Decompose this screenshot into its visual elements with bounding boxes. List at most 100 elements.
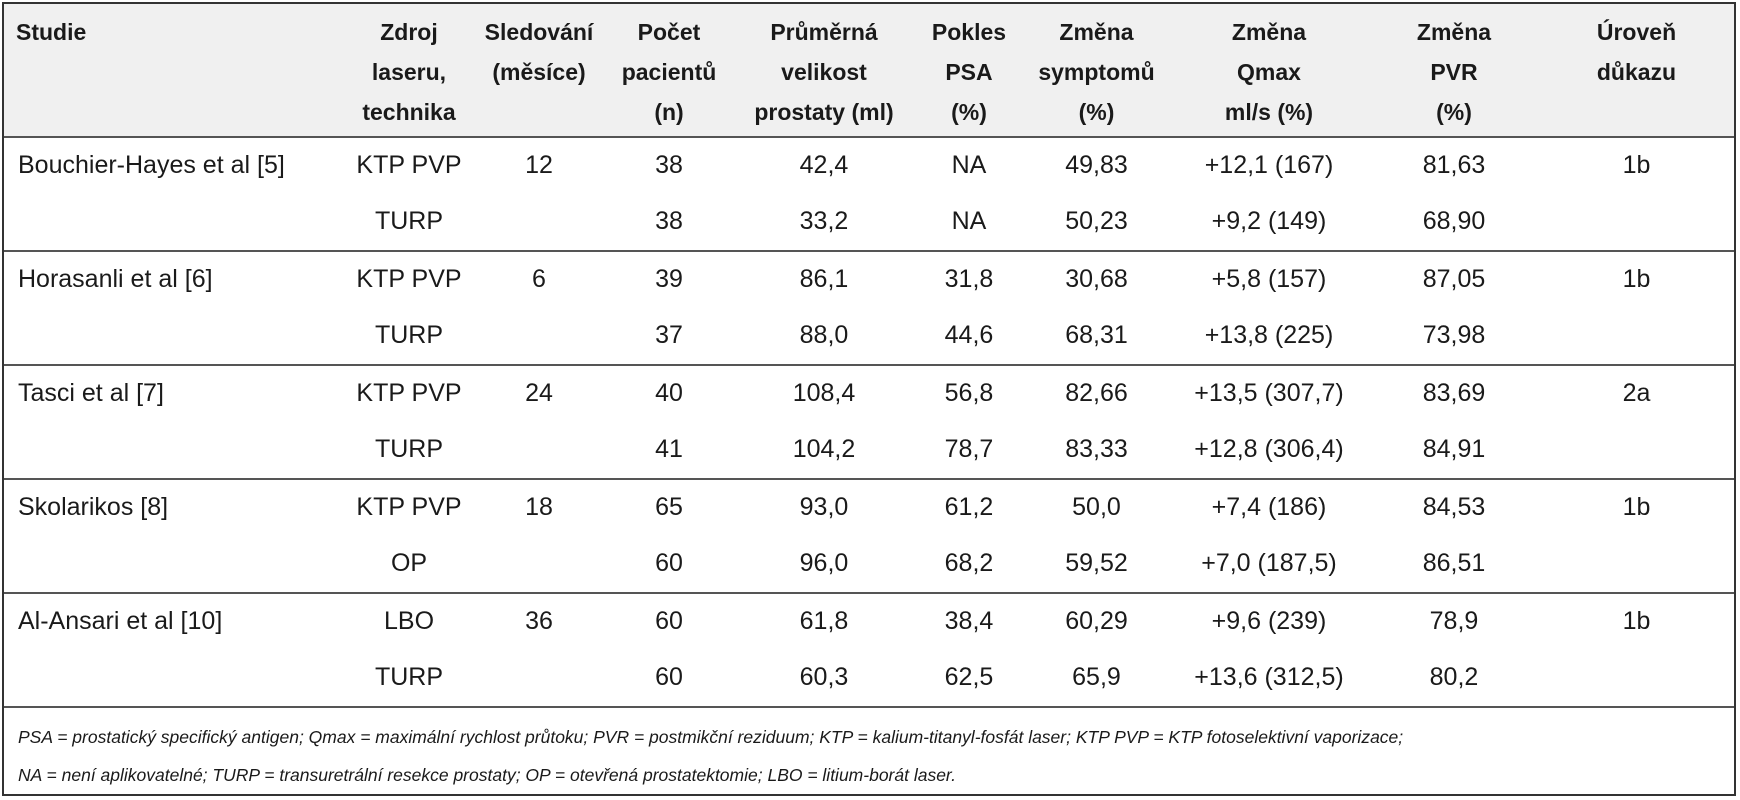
header-laser-technique-line: technika xyxy=(362,99,456,125)
cell-psa-drop: 44,6 xyxy=(914,308,1024,366)
cell-symptom-change: 49,83 xyxy=(1065,151,1128,180)
cell-followup: 18 xyxy=(525,493,553,522)
cell-prostate-size: 86,1 xyxy=(799,265,849,294)
cell-pvr-change: 86,51 xyxy=(1369,536,1539,594)
header-qmax-change-line: ml/s (%) xyxy=(1224,99,1314,125)
cell-symptom-change: 50,0 xyxy=(1072,493,1121,522)
cell-technique: TURP xyxy=(344,194,474,252)
cell-study: Al-Ansari et al [10] xyxy=(18,607,223,636)
header-qmax-change: Změna Qmax ml/s (%) xyxy=(1169,4,1369,138)
table-row: TURP 37 88,0 44,6 68,31 +13,8 (225) 73,98 xyxy=(4,308,1734,366)
header-psa-drop-line: Pokles xyxy=(931,19,1007,45)
cell-evidence-level xyxy=(1539,536,1734,594)
cell-psa-drop: 68,2 xyxy=(914,536,1024,594)
cell-qmax-change: +9,2 (149) xyxy=(1169,194,1369,252)
cell-followup xyxy=(474,536,604,594)
header-laser-technique: Zdroj laseru, technika xyxy=(344,4,474,138)
cell-technique: KTP PVP xyxy=(356,265,462,294)
header-row: Studie Zdroj laseru, technika Sledování (měsí… xyxy=(4,4,1734,138)
cell-prostate-size: 88,0 xyxy=(734,308,914,366)
cell-psa-drop: 62,5 xyxy=(914,650,1024,708)
cell-study: Horasanli et al [6] xyxy=(18,265,213,294)
table-body: Bouchier-Hayes et al [5] KTP PVP 12 38 42,4 N… xyxy=(4,137,1734,708)
header-laser-technique-line: Zdroj xyxy=(380,19,438,45)
cell-followup xyxy=(474,650,604,708)
header-prostate-size-line: velikost xyxy=(781,59,867,85)
cell-qmax-change: +7,4 (186) xyxy=(1211,493,1327,522)
cell-technique: LBO xyxy=(383,607,435,636)
cell-qmax-change: +12,1 (167) xyxy=(1204,151,1334,180)
cell-pvr-change: 84,91 xyxy=(1369,422,1539,480)
cell-patient-count: 41 xyxy=(604,422,734,480)
cell-symptom-change: 83,33 xyxy=(1024,422,1169,480)
table-row: Skolarikos [8] KTP PVP 18 65 93,0 61,2 50,0 +7,… xyxy=(4,479,1734,536)
cell-symptom-change: 30,68 xyxy=(1065,265,1128,294)
cell-technique: KTP PVP xyxy=(356,493,462,522)
cell-symptom-change: 82,66 xyxy=(1065,379,1128,408)
header-evidence-level-line: důkazu xyxy=(1596,59,1677,85)
cell-patient-count: 65 xyxy=(655,493,683,522)
header-symptom-change-line: symptomů xyxy=(1038,59,1155,85)
cell-technique: OP xyxy=(344,536,474,594)
header-study: Studie xyxy=(4,4,344,138)
footnotes: PSA = prostatický specifický antigen; Qm… xyxy=(4,708,1734,794)
cell-evidence-level: 2a xyxy=(1622,379,1651,408)
cell-prostate-size: 93,0 xyxy=(799,493,849,522)
cell-psa-drop: 56,8 xyxy=(944,379,994,408)
header-patient-count-line: pacientů xyxy=(621,59,717,85)
cell-qmax-change: +5,8 (157) xyxy=(1211,265,1327,294)
cell-technique: TURP xyxy=(344,308,474,366)
cell-psa-drop: 38,4 xyxy=(944,607,994,636)
cell-study xyxy=(4,308,344,366)
header-evidence-level-line: Úroveň xyxy=(1596,19,1677,45)
header-followup-line: (měsíce) xyxy=(492,59,586,85)
cell-psa-drop: NA xyxy=(951,151,987,180)
header-patient-count-line: Počet xyxy=(637,19,701,45)
header-pvr-change-line: PVR xyxy=(1430,59,1478,85)
cell-psa-drop: 31,8 xyxy=(944,265,994,294)
cell-prostate-size: 33,2 xyxy=(734,194,914,252)
table-row: TURP 38 33,2 NA 50,23 +9,2 (149) 68,90 xyxy=(4,194,1734,252)
header-qmax-change-line: Qmax xyxy=(1237,59,1301,85)
header-evidence-level: Úroveň důkazu xyxy=(1539,4,1734,138)
cell-technique: KTP PVP xyxy=(356,379,462,408)
header-psa-drop-line: (%) xyxy=(951,99,987,125)
cell-patient-count: 60 xyxy=(604,650,734,708)
cell-followup xyxy=(474,194,604,252)
table-row: OP 60 96,0 68,2 59,52 +7,0 (187,5) 86,51 xyxy=(4,536,1734,594)
cell-pvr-change: 73,98 xyxy=(1369,308,1539,366)
header-symptom-change-line: (%) xyxy=(1078,99,1115,125)
cell-evidence-level: 1b xyxy=(1622,493,1651,522)
cell-prostate-size: 61,8 xyxy=(799,607,849,636)
cell-pvr-change: 84,53 xyxy=(1422,493,1486,522)
cell-qmax-change: +9,6 (239) xyxy=(1211,607,1327,636)
results-table: Studie Zdroj laseru, technika Sledování (měsí… xyxy=(4,4,1734,708)
cell-technique: TURP xyxy=(344,650,474,708)
cell-prostate-size: 108,4 xyxy=(792,379,856,408)
table-row: Al-Ansari et al [10] LBO 36 60 61,8 38,4 60,29… xyxy=(4,593,1734,650)
header-qmax-change-line: Změna xyxy=(1231,19,1307,45)
cell-patient-count: 38 xyxy=(604,194,734,252)
cell-patient-count: 38 xyxy=(655,151,683,180)
header-followup-line: Sledování xyxy=(484,19,594,45)
header-pvr-change: Změna PVR (%) xyxy=(1369,4,1539,138)
cell-technique: TURP xyxy=(344,422,474,480)
header-psa-drop: Pokles PSA (%) xyxy=(914,4,1024,138)
cell-study: Tasci et al [7] xyxy=(18,379,164,408)
cell-study xyxy=(4,422,344,480)
cell-prostate-size: 96,0 xyxy=(734,536,914,594)
cell-evidence-level: 1b xyxy=(1622,265,1651,294)
cell-prostate-size: 104,2 xyxy=(734,422,914,480)
cell-patient-count: 37 xyxy=(604,308,734,366)
cell-pvr-change: 83,69 xyxy=(1422,379,1486,408)
cell-prostate-size: 42,4 xyxy=(799,151,849,180)
cell-symptom-change: 65,9 xyxy=(1024,650,1169,708)
table-row: Horasanli et al [6] KTP PVP 6 39 86,1 31,8 30,… xyxy=(4,251,1734,308)
cell-pvr-change: 87,05 xyxy=(1422,265,1486,294)
cell-pvr-change: 80,2 xyxy=(1369,650,1539,708)
cell-followup xyxy=(474,308,604,366)
cell-patient-count: 40 xyxy=(655,379,683,408)
cell-prostate-size: 60,3 xyxy=(734,650,914,708)
header-prostate-size-line: Průměrná xyxy=(770,19,878,45)
